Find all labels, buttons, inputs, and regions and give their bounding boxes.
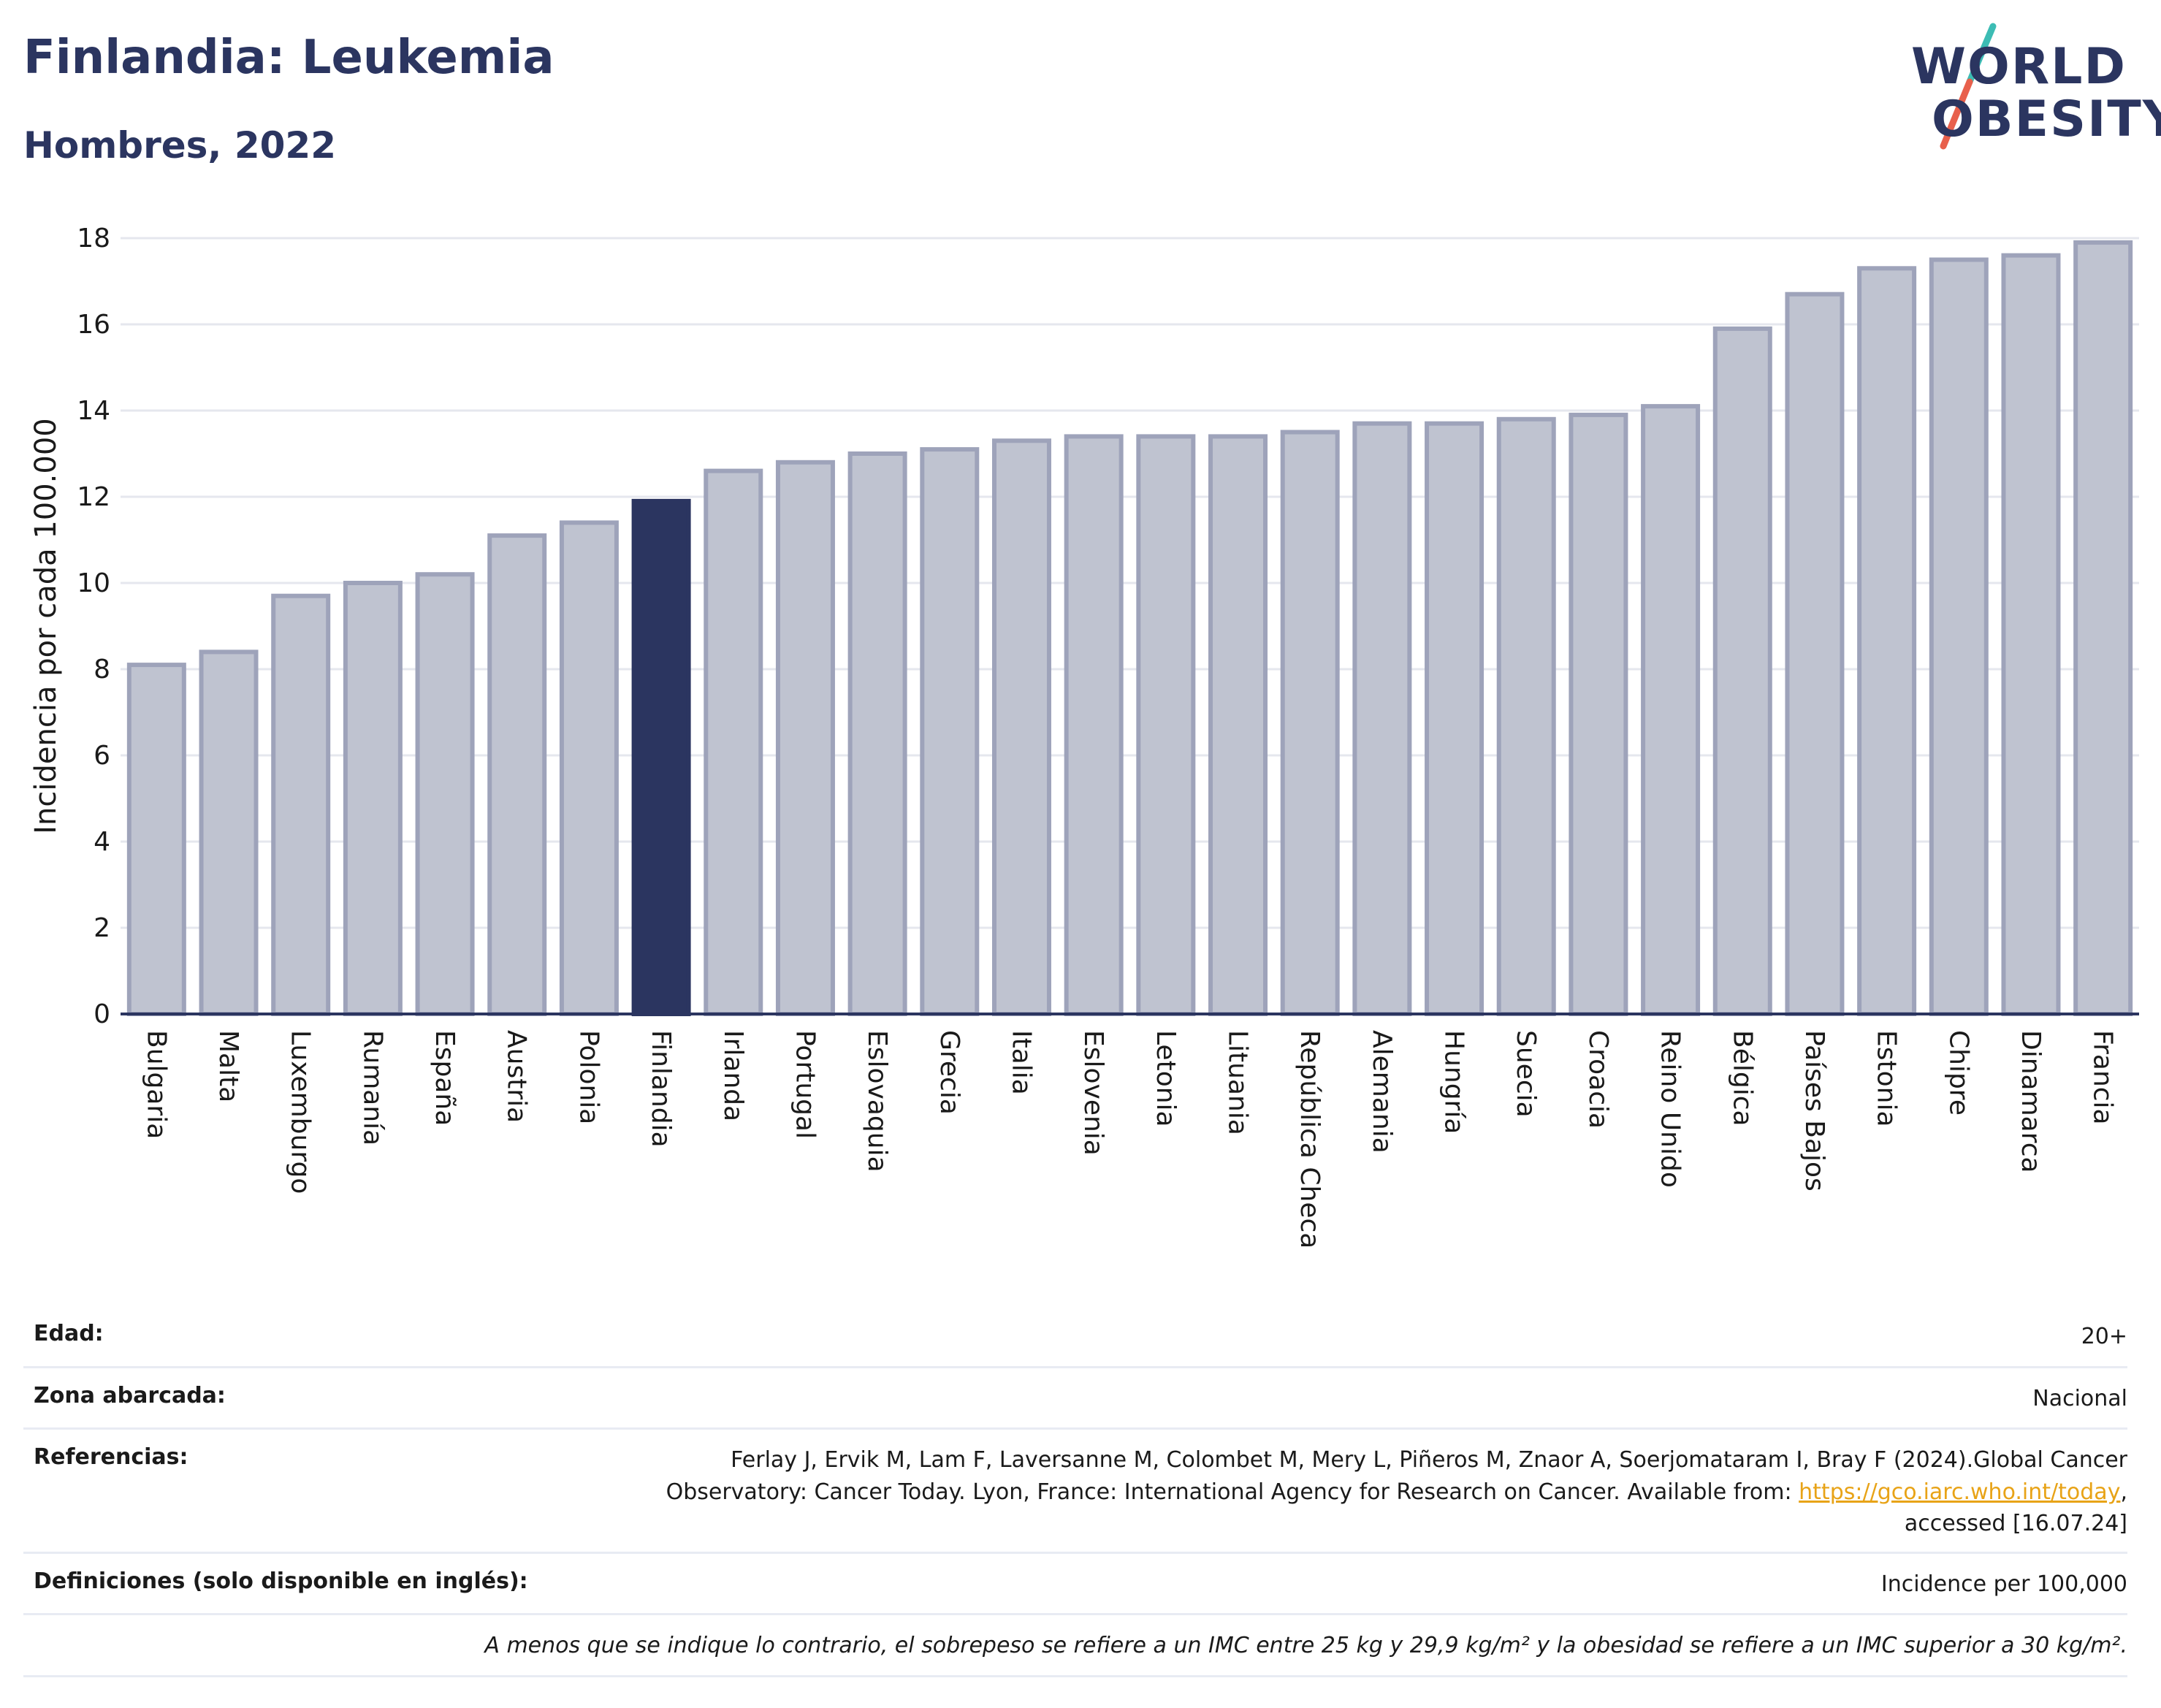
references-label: Referencias:: [34, 1444, 188, 1470]
y-tick-label: 10: [77, 568, 110, 598]
y-tick-label: 2: [94, 913, 110, 943]
x-tick-label: Suecia: [1511, 1030, 1541, 1118]
x-tick-label: Eslovenia: [1078, 1030, 1108, 1156]
bar: [126, 663, 186, 1016]
bar: [1136, 434, 1196, 1016]
references-text-1: Ferlay J, Ervik M, Lam F, Laversanne M, …: [731, 1447, 2127, 1473]
bar: [1425, 421, 1485, 1016]
world-obesity-logo[interactable]: WORLD OBESITY: [1899, 22, 2161, 153]
x-tick-label: Eslovaquia: [862, 1030, 892, 1173]
definitions-value: Incidence per 100,000: [1880, 1571, 2127, 1597]
y-tick-label: 18: [77, 224, 110, 253]
x-tick-label: Letonia: [1151, 1030, 1181, 1127]
bar: [415, 572, 475, 1016]
references-link[interactable]: https://gco.iarc.who.int/today: [1799, 1479, 2121, 1505]
bar: [1712, 326, 1772, 1016]
bar: [271, 593, 331, 1016]
references-text-2: Observatory: Cancer Today. Lyon, France:…: [666, 1479, 1799, 1505]
bar: [2001, 253, 2061, 1017]
references-text-3: ,: [2120, 1479, 2127, 1505]
bar: [1208, 434, 1268, 1016]
bar-chart: 0 2 4 6 8 10 12 14 16 18 Incidencia por cada 100.0…: [29, 224, 2139, 1248]
bar: [1857, 266, 1917, 1017]
x-tick-label: Dinamarca: [2016, 1030, 2046, 1173]
zone-label: Zona abarcada:: [34, 1382, 226, 1408]
page-subtitle: Hombres, 2022: [23, 124, 336, 167]
x-tick-label: Hungría: [1439, 1030, 1469, 1134]
x-tick-label: Estonia: [1872, 1030, 1902, 1127]
x-tick-label: Bulgaria: [141, 1030, 171, 1139]
bar: [1569, 412, 1628, 1016]
x-tick-label: Luxemburgo: [286, 1030, 316, 1194]
x-tick-label: Portugal: [790, 1030, 820, 1139]
logo-line-1: WORLD: [1911, 38, 2127, 96]
bar: [199, 649, 259, 1017]
x-tick-label: Croacia: [1583, 1030, 1613, 1129]
bar: [559, 520, 619, 1016]
x-tick-label: Irlanda: [718, 1030, 748, 1121]
x-tick-label: República Checa: [1295, 1030, 1325, 1248]
bar: [487, 533, 547, 1017]
x-tick-label: Austria: [502, 1030, 532, 1123]
meta-row-zone: Zona abarcada: Nacional: [23, 1368, 2127, 1430]
logo-slash-icon: [1940, 23, 1997, 150]
bar: [920, 447, 980, 1017]
x-tick-label: España: [430, 1030, 460, 1126]
bar: [991, 438, 1051, 1016]
bar: [1929, 257, 1989, 1016]
x-tick-label: Chipre: [1943, 1030, 1973, 1116]
logo-line-2: OBESITY: [1932, 91, 2161, 148]
bar: [1352, 421, 1412, 1016]
bar: [1785, 291, 1845, 1016]
x-tick-label: Francia: [2088, 1030, 2118, 1125]
x-tick-label: Lituania: [1223, 1030, 1253, 1135]
metadata-table: Edad: 20+ Zona abarcada: Nacional Refere…: [23, 1306, 2127, 1677]
meta-row-references: Referencias: Ferlay J, Ervik M, Lam F, L…: [23, 1430, 2127, 1554]
y-tick-label: 0: [94, 999, 110, 1029]
bar-highlight: [631, 498, 691, 1016]
references-value: Ferlay J, Ervik M, Lam F, Laversanne M, …: [666, 1444, 2127, 1540]
bar: [1064, 434, 1124, 1016]
x-tick-label: Polonia: [573, 1030, 603, 1124]
x-tick-label: Rumanía: [357, 1030, 387, 1145]
x-tick-label: Alemania: [1367, 1030, 1397, 1154]
y-tick-label: 6: [94, 741, 110, 771]
meta-row-footnote: A menos que se indique lo contrario, el …: [23, 1615, 2127, 1677]
age-value: 20+: [2081, 1324, 2127, 1349]
bar: [343, 581, 403, 1016]
y-axis-label: Incidencia por cada 100.000: [29, 418, 63, 834]
y-tick-label: 16: [77, 310, 110, 340]
age-label: Edad:: [34, 1321, 104, 1346]
x-tick-label: Reino Unido: [1655, 1030, 1685, 1188]
footnote-text: A menos que se indique lo contrario, el …: [484, 1633, 2127, 1658]
x-tick-label: Finlandia: [646, 1030, 676, 1148]
x-tick-label: Países Bajos: [1799, 1030, 1829, 1192]
bar: [704, 468, 763, 1017]
meta-row-age: Edad: 20+: [23, 1306, 2127, 1368]
meta-row-definitions: Definiciones (solo disponible en inglés)…: [23, 1554, 2127, 1615]
x-tick-label: Malta: [213, 1030, 243, 1102]
y-tick-label: 14: [77, 396, 110, 426]
bar: [1641, 404, 1701, 1017]
x-tick-label: Grecia: [934, 1030, 964, 1115]
bar: [1496, 416, 1556, 1016]
page-title: Finlandia: Leukemia: [23, 31, 554, 85]
y-tick-label: 8: [94, 655, 110, 685]
references-text-4: accessed [16.07.24]: [1904, 1511, 2127, 1536]
y-tick-label: 12: [77, 482, 110, 512]
bar: [2073, 240, 2133, 1016]
bar: [775, 460, 835, 1016]
y-tick-label: 4: [94, 827, 110, 857]
zone-value: Nacional: [2032, 1385, 2127, 1411]
x-tick-label: Bélgica: [1727, 1030, 1757, 1126]
bar: [1280, 430, 1340, 1016]
bar: [847, 451, 907, 1016]
x-tick-label: Italia: [1006, 1030, 1036, 1095]
definitions-label: Definiciones (solo disponible en inglés)…: [34, 1568, 528, 1594]
